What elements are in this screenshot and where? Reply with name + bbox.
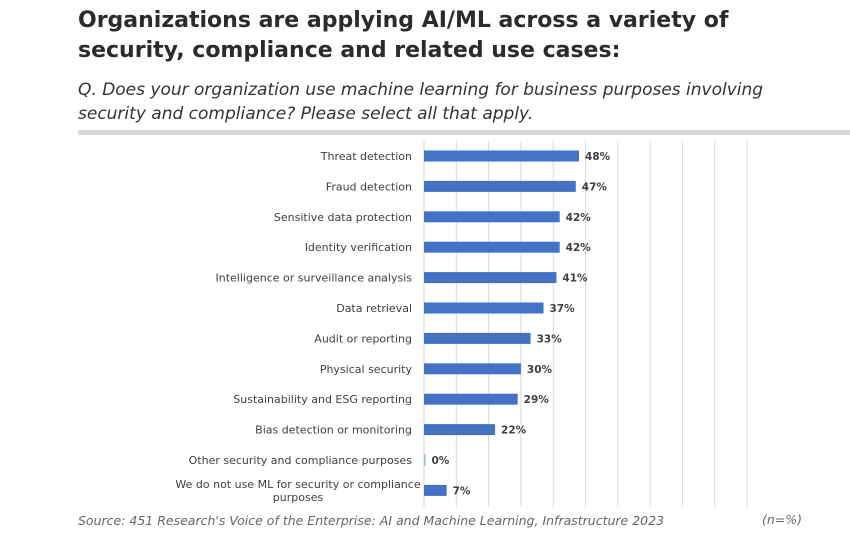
bar <box>424 272 557 284</box>
chart-title: Organizations are applying AI/ML across … <box>78 8 729 63</box>
category-label: Data retrieval <box>336 302 412 315</box>
value-label: 0% <box>432 455 450 467</box>
bars <box>424 150 580 496</box>
bar <box>424 393 518 405</box>
value-label: 30% <box>527 364 553 376</box>
bar <box>424 150 580 162</box>
category-label: We do not use ML for security or complia… <box>175 478 420 504</box>
header-divider <box>78 130 850 135</box>
value-label: 33% <box>537 333 563 345</box>
value-label: 47% <box>582 181 608 193</box>
value-label: 42% <box>566 212 592 224</box>
bar <box>424 241 560 253</box>
category-label: Fraud detection <box>326 180 412 193</box>
category-label: Physical security <box>320 363 413 376</box>
category-label: Bias detection or monitoring <box>255 424 412 437</box>
value-labels: 48% 47% 42% 42% 41% 37% 33% 30% 29% 22% 0% 7% <box>432 151 611 497</box>
category-label: Intelligence or surveillance analysis <box>216 272 413 285</box>
value-label: 42% <box>566 242 592 254</box>
gridlines <box>423 141 748 507</box>
bar <box>424 180 576 192</box>
category-label: Other security and compliance purposes <box>189 454 413 467</box>
value-label: 48% <box>585 151 611 163</box>
survey-question: Q. Does your organization use machine le… <box>78 80 764 124</box>
bar-chart: Threat detection Fraud detection Sensitive… <box>175 141 748 507</box>
sample-note: (n=%) <box>762 512 803 527</box>
value-label: 37% <box>550 303 576 315</box>
category-label: Sensitive data protection <box>274 211 412 224</box>
value-label: 41% <box>562 273 588 285</box>
category-label: Sustainability and ESG reporting <box>233 393 412 406</box>
bar <box>424 332 531 344</box>
bar <box>424 454 426 466</box>
category-label: Identity verification <box>305 241 412 254</box>
bar <box>424 302 544 314</box>
bar <box>424 211 560 223</box>
category-label: Threat detection <box>320 150 412 163</box>
bar <box>424 484 447 496</box>
category-label: Audit or reporting <box>314 332 412 345</box>
category-labels: Threat detection Fraud detection Sensitive… <box>175 150 420 504</box>
source-note: Source: 451 Research's Voice of the Ente… <box>78 513 665 528</box>
bar <box>424 424 496 436</box>
bar <box>424 363 521 375</box>
value-label: 7% <box>453 485 471 497</box>
value-label: 29% <box>524 394 550 406</box>
value-label: 22% <box>501 425 527 437</box>
